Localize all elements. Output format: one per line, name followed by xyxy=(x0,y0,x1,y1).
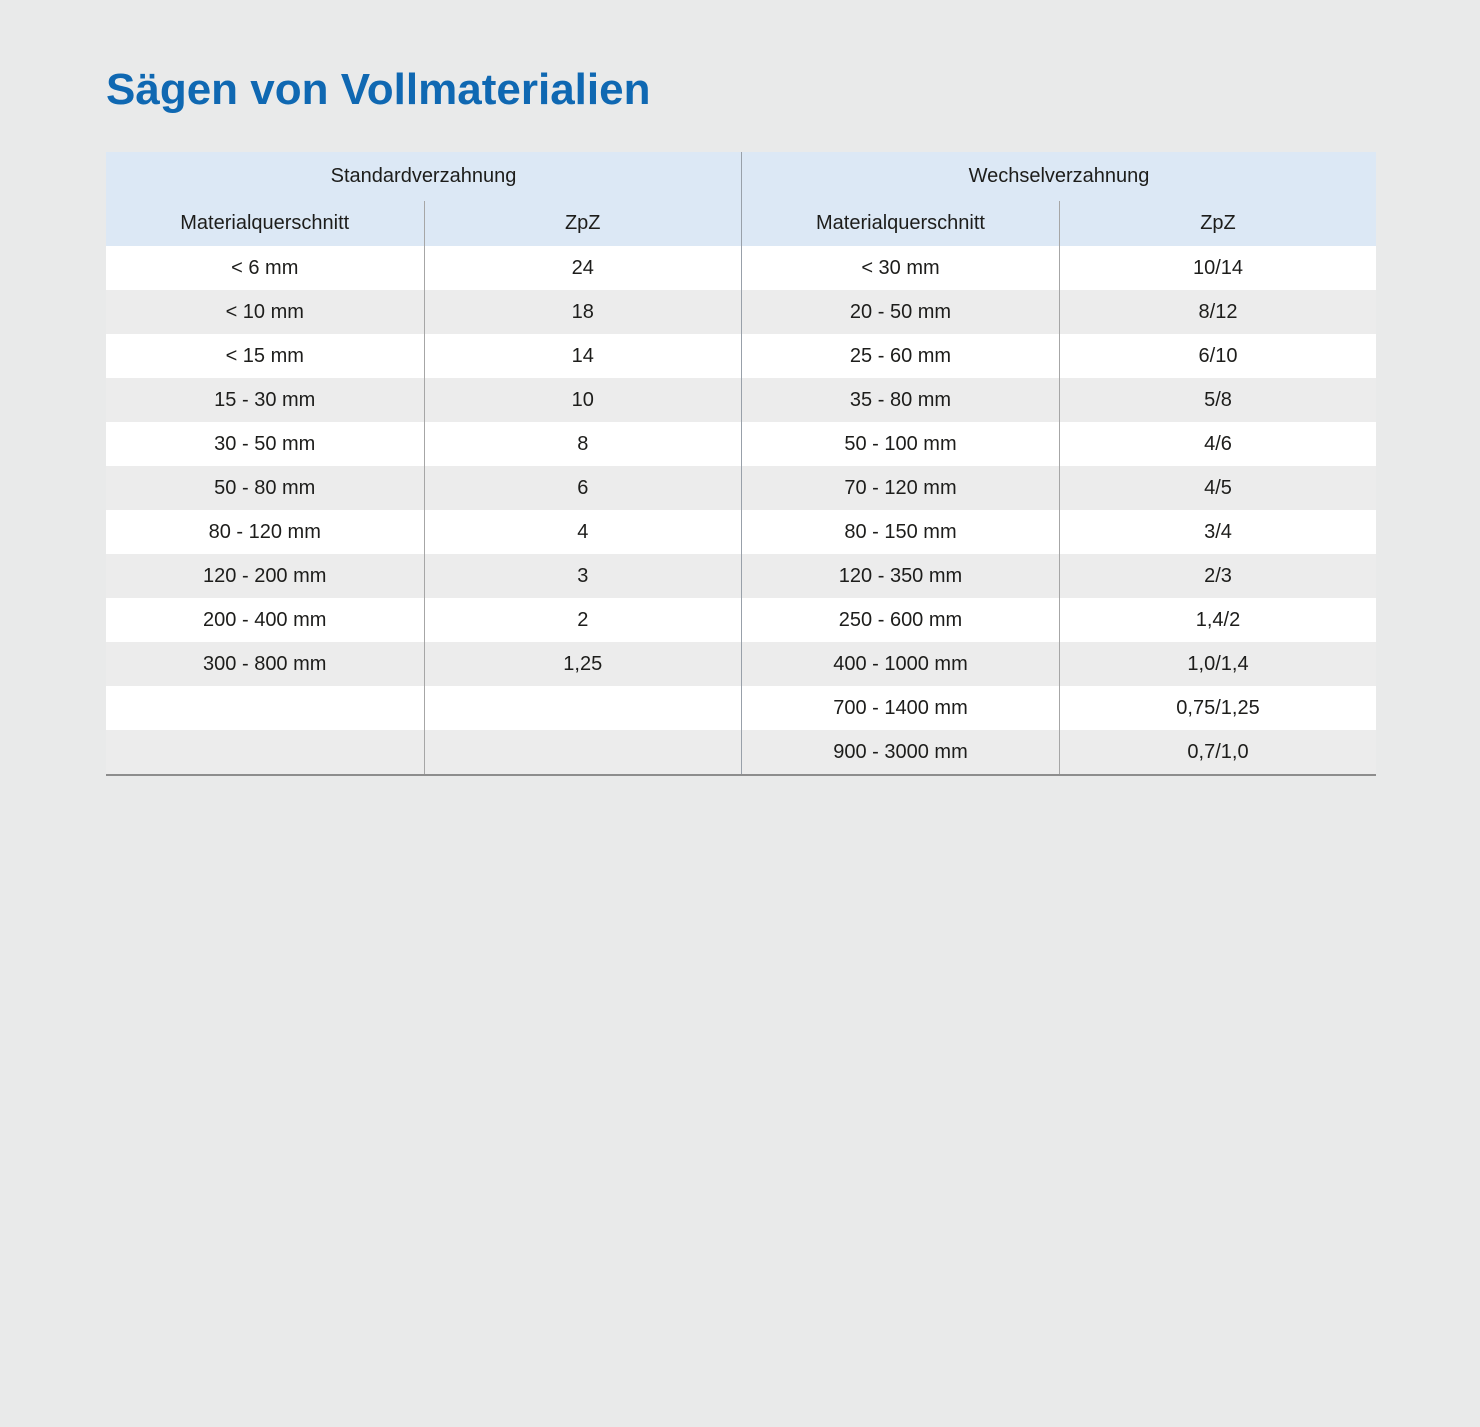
material-cross-section-cell: 700 - 1400 mm xyxy=(833,696,968,719)
material-cross-section-cell: 30 - 50 mm xyxy=(214,432,316,455)
group-header-standardverzahnung: Standardverzahnung xyxy=(106,152,741,201)
material-cross-section-cell: 80 - 150 mm xyxy=(844,520,957,543)
table-row: 15 - 30 mm 10 xyxy=(106,378,741,422)
zpz-cell: 10/14 xyxy=(1059,246,1376,290)
material-cross-section-cell: 20 - 50 mm xyxy=(849,300,952,323)
zpz-cell: 4/6 xyxy=(1059,422,1376,466)
table-row: < 30 mm 10/14 xyxy=(742,246,1376,290)
zpz-cell: 4 xyxy=(423,510,742,554)
toothing-tables: Standardverzahnung Materialquerschnitt Z… xyxy=(106,152,1376,776)
material-cross-section-cell: 300 - 800 mm xyxy=(203,652,327,675)
zpz-cell: 5/8 xyxy=(1059,378,1376,422)
column-header-zpz: ZpZ xyxy=(423,201,742,246)
table-row: 50 - 100 mm 4/6 xyxy=(742,422,1376,466)
column-header-materialquerschnitt: Materialquerschnitt xyxy=(180,212,350,234)
material-cross-section-cell: 15 - 30 mm xyxy=(214,388,316,411)
material-cross-section-cell: 70 - 120 mm xyxy=(844,476,957,499)
table-row: 20 - 50 mm 8/12 xyxy=(742,290,1376,334)
zpz-cell: 2 xyxy=(423,598,742,642)
material-cross-section-cell xyxy=(106,686,424,730)
table-row: 50 - 80 mm 6 xyxy=(106,466,741,510)
column-header-row: Materialquerschnitt ZpZ xyxy=(742,201,1376,246)
group-header-wechselverzahnung: Wechselverzahnung xyxy=(742,152,1376,201)
material-cross-section-cell: 200 - 400 mm xyxy=(203,608,327,631)
table-body: < 6 mm 24 < 10 mm 18 < 15 mm 14 15 - 30 mm 10 30… xyxy=(106,246,741,774)
table-row xyxy=(106,686,741,730)
material-cross-section-cell: 25 - 60 mm xyxy=(849,344,952,367)
zpz-cell: 0,75/1,25 xyxy=(1059,686,1376,730)
table-row: < 15 mm 14 xyxy=(106,334,741,378)
zpz-cell: 8/12 xyxy=(1059,290,1376,334)
zpz-cell: 1,4/2 xyxy=(1059,598,1376,642)
zpz-cell: 14 xyxy=(423,334,742,378)
column-header-materialquerschnitt: Materialquerschnitt xyxy=(816,212,985,234)
table-row xyxy=(106,730,741,774)
zpz-cell xyxy=(423,686,742,730)
material-cross-section-cell: 900 - 3000 mm xyxy=(833,740,968,763)
table-row: 300 - 800 mm 1,25 xyxy=(106,642,741,686)
table-row: 25 - 60 mm 6/10 xyxy=(742,334,1376,378)
zpz-cell xyxy=(423,730,742,774)
table-row: < 6 mm 24 xyxy=(106,246,741,290)
table-row: 400 - 1000 mm 1,0/1,4 xyxy=(742,642,1376,686)
table-row: 30 - 50 mm 8 xyxy=(106,422,741,466)
table-wechselverzahnung: Wechselverzahnung Materialquerschnitt Zp… xyxy=(741,152,1376,774)
zpz-cell: 6 xyxy=(423,466,742,510)
page-title: Sägen von Vollmaterialien xyxy=(106,65,651,114)
column-header-row: Materialquerschnitt ZpZ xyxy=(106,201,741,246)
zpz-cell: 18 xyxy=(423,290,742,334)
table-row: 200 - 400 mm 2 xyxy=(106,598,741,642)
table-body: < 30 mm 10/14 20 - 50 mm 8/12 25 - 60 mm 6/10… xyxy=(742,246,1376,774)
column-header-zpz: ZpZ xyxy=(1059,201,1376,246)
table-row: 80 - 150 mm 3/4 xyxy=(742,510,1376,554)
material-cross-section-cell xyxy=(106,730,424,774)
zpz-cell: 24 xyxy=(423,246,742,290)
material-cross-section-cell: < 30 mm xyxy=(861,256,940,279)
zpz-cell: 3/4 xyxy=(1059,510,1376,554)
table-row: 70 - 120 mm 4/5 xyxy=(742,466,1376,510)
material-cross-section-cell: 80 - 120 mm xyxy=(208,520,321,543)
material-cross-section-cell: < 6 mm xyxy=(231,256,299,279)
zpz-cell: 0,7/1,0 xyxy=(1059,730,1376,774)
table-row: < 10 mm 18 xyxy=(106,290,741,334)
zpz-cell: 1,25 xyxy=(423,642,742,686)
table-row: 120 - 350 mm 2/3 xyxy=(742,554,1376,598)
zpz-cell: 3 xyxy=(423,554,742,598)
table-row: 900 - 3000 mm 0,7/1,0 xyxy=(742,730,1376,774)
table-standardverzahnung: Standardverzahnung Materialquerschnitt Z… xyxy=(106,152,741,774)
table-row: 35 - 80 mm 5/8 xyxy=(742,378,1376,422)
material-cross-section-cell: 50 - 100 mm xyxy=(844,432,957,455)
material-cross-section-cell: 400 - 1000 mm xyxy=(833,652,968,675)
table-row: 80 - 120 mm 4 xyxy=(106,510,741,554)
zpz-cell: 1,0/1,4 xyxy=(1059,642,1376,686)
material-cross-section-cell: 50 - 80 mm xyxy=(214,476,316,499)
zpz-cell: 6/10 xyxy=(1059,334,1376,378)
material-cross-section-cell: < 10 mm xyxy=(225,300,304,323)
table-row: 250 - 600 mm 1,4/2 xyxy=(742,598,1376,642)
zpz-cell: 2/3 xyxy=(1059,554,1376,598)
material-cross-section-cell: 35 - 80 mm xyxy=(849,388,952,411)
zpz-cell: 10 xyxy=(423,378,742,422)
table-row: 120 - 200 mm 3 xyxy=(106,554,741,598)
material-cross-section-cell: 250 - 600 mm xyxy=(838,608,963,631)
zpz-cell: 4/5 xyxy=(1059,466,1376,510)
table-row: 700 - 1400 mm 0,75/1,25 xyxy=(742,686,1376,730)
zpz-cell: 8 xyxy=(423,422,742,466)
material-cross-section-cell: 120 - 200 mm xyxy=(203,564,327,587)
material-cross-section-cell: 120 - 350 mm xyxy=(838,564,963,587)
material-cross-section-cell: < 15 mm xyxy=(225,344,304,367)
